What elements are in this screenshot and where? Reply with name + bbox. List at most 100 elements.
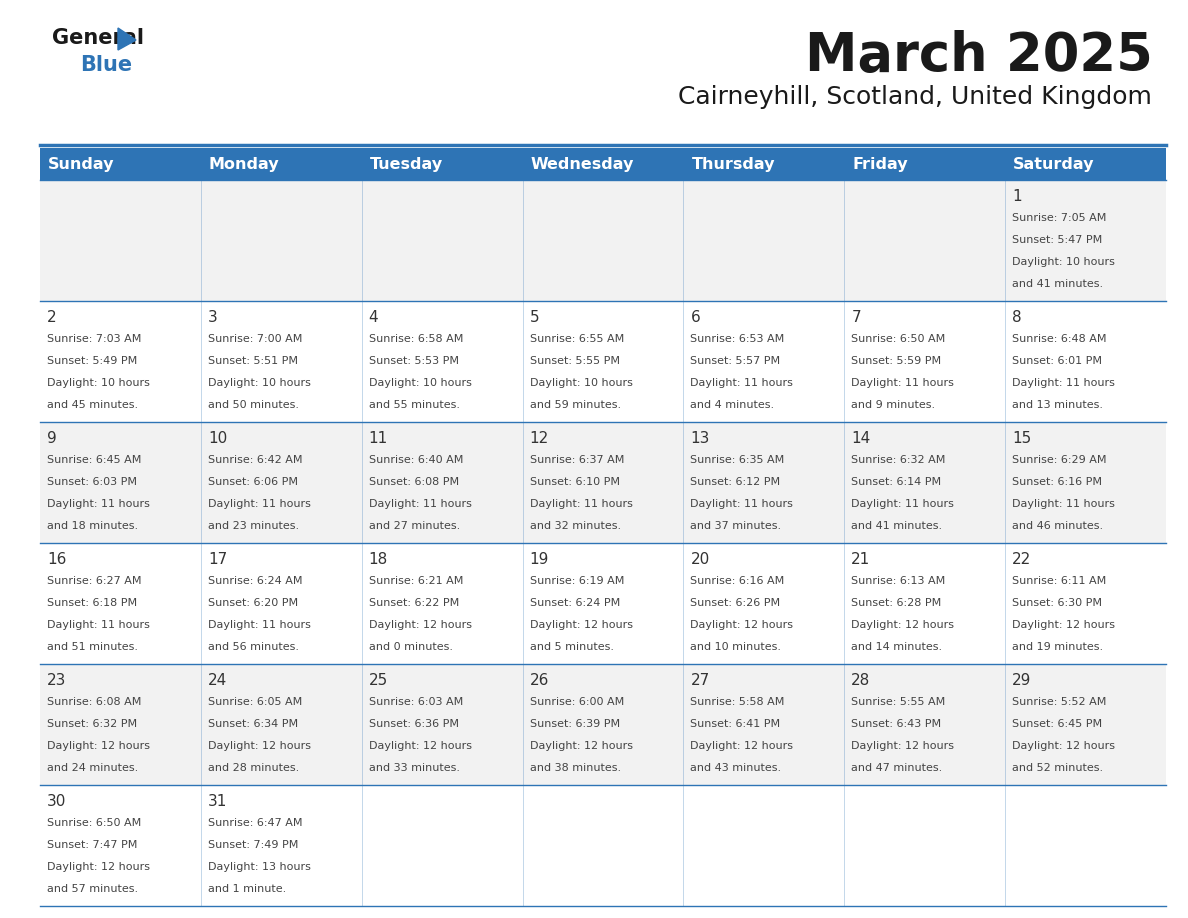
Bar xyxy=(40,301,1165,422)
Text: Daylight: 11 hours: Daylight: 11 hours xyxy=(852,499,954,509)
Text: and 18 minutes.: and 18 minutes. xyxy=(48,521,138,532)
Text: and 5 minutes.: and 5 minutes. xyxy=(530,643,613,652)
Text: and 32 minutes.: and 32 minutes. xyxy=(530,521,620,532)
Text: Daylight: 10 hours: Daylight: 10 hours xyxy=(208,378,311,388)
Text: and 43 minutes.: and 43 minutes. xyxy=(690,763,782,773)
Text: and 52 minutes.: and 52 minutes. xyxy=(1012,763,1104,773)
Bar xyxy=(40,543,1165,664)
Text: Sunset: 7:49 PM: Sunset: 7:49 PM xyxy=(208,840,298,850)
Text: Sunset: 6:03 PM: Sunset: 6:03 PM xyxy=(48,477,137,487)
Text: Sunrise: 5:58 AM: Sunrise: 5:58 AM xyxy=(690,697,785,707)
Text: Sunset: 6:30 PM: Sunset: 6:30 PM xyxy=(1012,599,1102,609)
Text: Daylight: 11 hours: Daylight: 11 hours xyxy=(1012,499,1116,509)
Text: Sunrise: 6:40 AM: Sunrise: 6:40 AM xyxy=(368,455,463,465)
Text: Friday: Friday xyxy=(852,156,908,172)
Text: Sunset: 6:16 PM: Sunset: 6:16 PM xyxy=(1012,477,1102,487)
Text: and 4 minutes.: and 4 minutes. xyxy=(690,400,775,410)
Text: 19: 19 xyxy=(530,552,549,567)
Text: Sunrise: 6:47 AM: Sunrise: 6:47 AM xyxy=(208,818,303,828)
Text: Sunset: 6:41 PM: Sunset: 6:41 PM xyxy=(690,719,781,729)
Text: Sunrise: 6:08 AM: Sunrise: 6:08 AM xyxy=(48,697,141,707)
Text: 27: 27 xyxy=(690,673,709,688)
Text: Sunset: 5:53 PM: Sunset: 5:53 PM xyxy=(368,356,459,366)
Text: 2: 2 xyxy=(48,310,57,325)
Text: 31: 31 xyxy=(208,794,227,809)
Text: Sunrise: 7:03 AM: Sunrise: 7:03 AM xyxy=(48,334,141,344)
Text: Sunrise: 6:29 AM: Sunrise: 6:29 AM xyxy=(1012,455,1107,465)
Text: Sunrise: 6:24 AM: Sunrise: 6:24 AM xyxy=(208,577,303,587)
Text: 1: 1 xyxy=(1012,189,1022,204)
Text: 9: 9 xyxy=(48,431,57,446)
Text: Daylight: 10 hours: Daylight: 10 hours xyxy=(530,378,632,388)
Text: Daylight: 11 hours: Daylight: 11 hours xyxy=(1012,378,1116,388)
Text: Sunrise: 6:16 AM: Sunrise: 6:16 AM xyxy=(690,577,785,587)
Text: 14: 14 xyxy=(852,431,871,446)
Text: Sunset: 5:55 PM: Sunset: 5:55 PM xyxy=(530,356,620,366)
Text: and 46 minutes.: and 46 minutes. xyxy=(1012,521,1104,532)
Text: Sunrise: 7:05 AM: Sunrise: 7:05 AM xyxy=(1012,213,1106,223)
Text: Cairneyhill, Scotland, United Kingdom: Cairneyhill, Scotland, United Kingdom xyxy=(678,85,1152,109)
Text: and 56 minutes.: and 56 minutes. xyxy=(208,643,299,652)
Text: Wednesday: Wednesday xyxy=(531,156,634,172)
Text: and 28 minutes.: and 28 minutes. xyxy=(208,763,299,773)
Text: and 45 minutes.: and 45 minutes. xyxy=(48,400,138,410)
Text: Tuesday: Tuesday xyxy=(369,156,443,172)
Text: 29: 29 xyxy=(1012,673,1031,688)
Text: Blue: Blue xyxy=(80,55,132,75)
Text: Sunrise: 6:50 AM: Sunrise: 6:50 AM xyxy=(48,818,141,828)
Text: and 59 minutes.: and 59 minutes. xyxy=(530,400,620,410)
Text: Sunset: 6:01 PM: Sunset: 6:01 PM xyxy=(1012,356,1102,366)
Text: and 51 minutes.: and 51 minutes. xyxy=(48,643,138,652)
Text: 30: 30 xyxy=(48,794,67,809)
Text: and 0 minutes.: and 0 minutes. xyxy=(368,643,453,652)
Polygon shape xyxy=(118,28,135,50)
Text: Sunset: 6:14 PM: Sunset: 6:14 PM xyxy=(852,477,941,487)
Text: General: General xyxy=(52,28,144,48)
Text: Sunset: 6:10 PM: Sunset: 6:10 PM xyxy=(530,477,620,487)
Text: Sunset: 6:08 PM: Sunset: 6:08 PM xyxy=(368,477,459,487)
Text: Sunset: 6:43 PM: Sunset: 6:43 PM xyxy=(852,719,941,729)
Text: Sunrise: 6:48 AM: Sunrise: 6:48 AM xyxy=(1012,334,1107,344)
Text: and 33 minutes.: and 33 minutes. xyxy=(368,763,460,773)
Text: and 14 minutes.: and 14 minutes. xyxy=(852,643,942,652)
Text: Daylight: 11 hours: Daylight: 11 hours xyxy=(530,499,632,509)
Text: Sunrise: 6:35 AM: Sunrise: 6:35 AM xyxy=(690,455,785,465)
Text: and 41 minutes.: and 41 minutes. xyxy=(852,521,942,532)
Text: Daylight: 12 hours: Daylight: 12 hours xyxy=(690,741,794,751)
Text: Daylight: 10 hours: Daylight: 10 hours xyxy=(368,378,472,388)
Text: and 9 minutes.: and 9 minutes. xyxy=(852,400,935,410)
Text: and 47 minutes.: and 47 minutes. xyxy=(852,763,942,773)
Text: Saturday: Saturday xyxy=(1013,156,1094,172)
Text: Daylight: 13 hours: Daylight: 13 hours xyxy=(208,862,311,872)
Text: Sunrise: 7:00 AM: Sunrise: 7:00 AM xyxy=(208,334,302,344)
Text: Daylight: 11 hours: Daylight: 11 hours xyxy=(208,621,311,630)
Text: Sunrise: 6:50 AM: Sunrise: 6:50 AM xyxy=(852,334,946,344)
Text: Sunrise: 6:13 AM: Sunrise: 6:13 AM xyxy=(852,577,946,587)
Text: 23: 23 xyxy=(48,673,67,688)
Text: Sunrise: 5:52 AM: Sunrise: 5:52 AM xyxy=(1012,697,1106,707)
Text: 10: 10 xyxy=(208,431,227,446)
Text: and 19 minutes.: and 19 minutes. xyxy=(1012,643,1104,652)
Text: Daylight: 11 hours: Daylight: 11 hours xyxy=(48,499,150,509)
Text: and 24 minutes.: and 24 minutes. xyxy=(48,763,138,773)
Text: Sunrise: 6:45 AM: Sunrise: 6:45 AM xyxy=(48,455,141,465)
Text: Sunset: 6:28 PM: Sunset: 6:28 PM xyxy=(852,599,942,609)
Text: and 1 minute.: and 1 minute. xyxy=(208,884,286,894)
Text: and 38 minutes.: and 38 minutes. xyxy=(530,763,620,773)
Text: Sunset: 5:49 PM: Sunset: 5:49 PM xyxy=(48,356,138,366)
Text: Daylight: 10 hours: Daylight: 10 hours xyxy=(48,378,150,388)
Text: 17: 17 xyxy=(208,552,227,567)
Text: 25: 25 xyxy=(368,673,388,688)
Text: Daylight: 12 hours: Daylight: 12 hours xyxy=(208,741,311,751)
Text: 4: 4 xyxy=(368,310,378,325)
Text: Sunrise: 6:21 AM: Sunrise: 6:21 AM xyxy=(368,577,463,587)
Text: Daylight: 11 hours: Daylight: 11 hours xyxy=(48,621,150,630)
Bar xyxy=(40,785,1165,906)
Text: 12: 12 xyxy=(530,431,549,446)
Text: Sunrise: 6:05 AM: Sunrise: 6:05 AM xyxy=(208,697,302,707)
Text: Sunset: 6:18 PM: Sunset: 6:18 PM xyxy=(48,599,137,609)
Text: 26: 26 xyxy=(530,673,549,688)
Text: Sunday: Sunday xyxy=(48,156,114,172)
Text: 28: 28 xyxy=(852,673,871,688)
Text: 6: 6 xyxy=(690,310,700,325)
